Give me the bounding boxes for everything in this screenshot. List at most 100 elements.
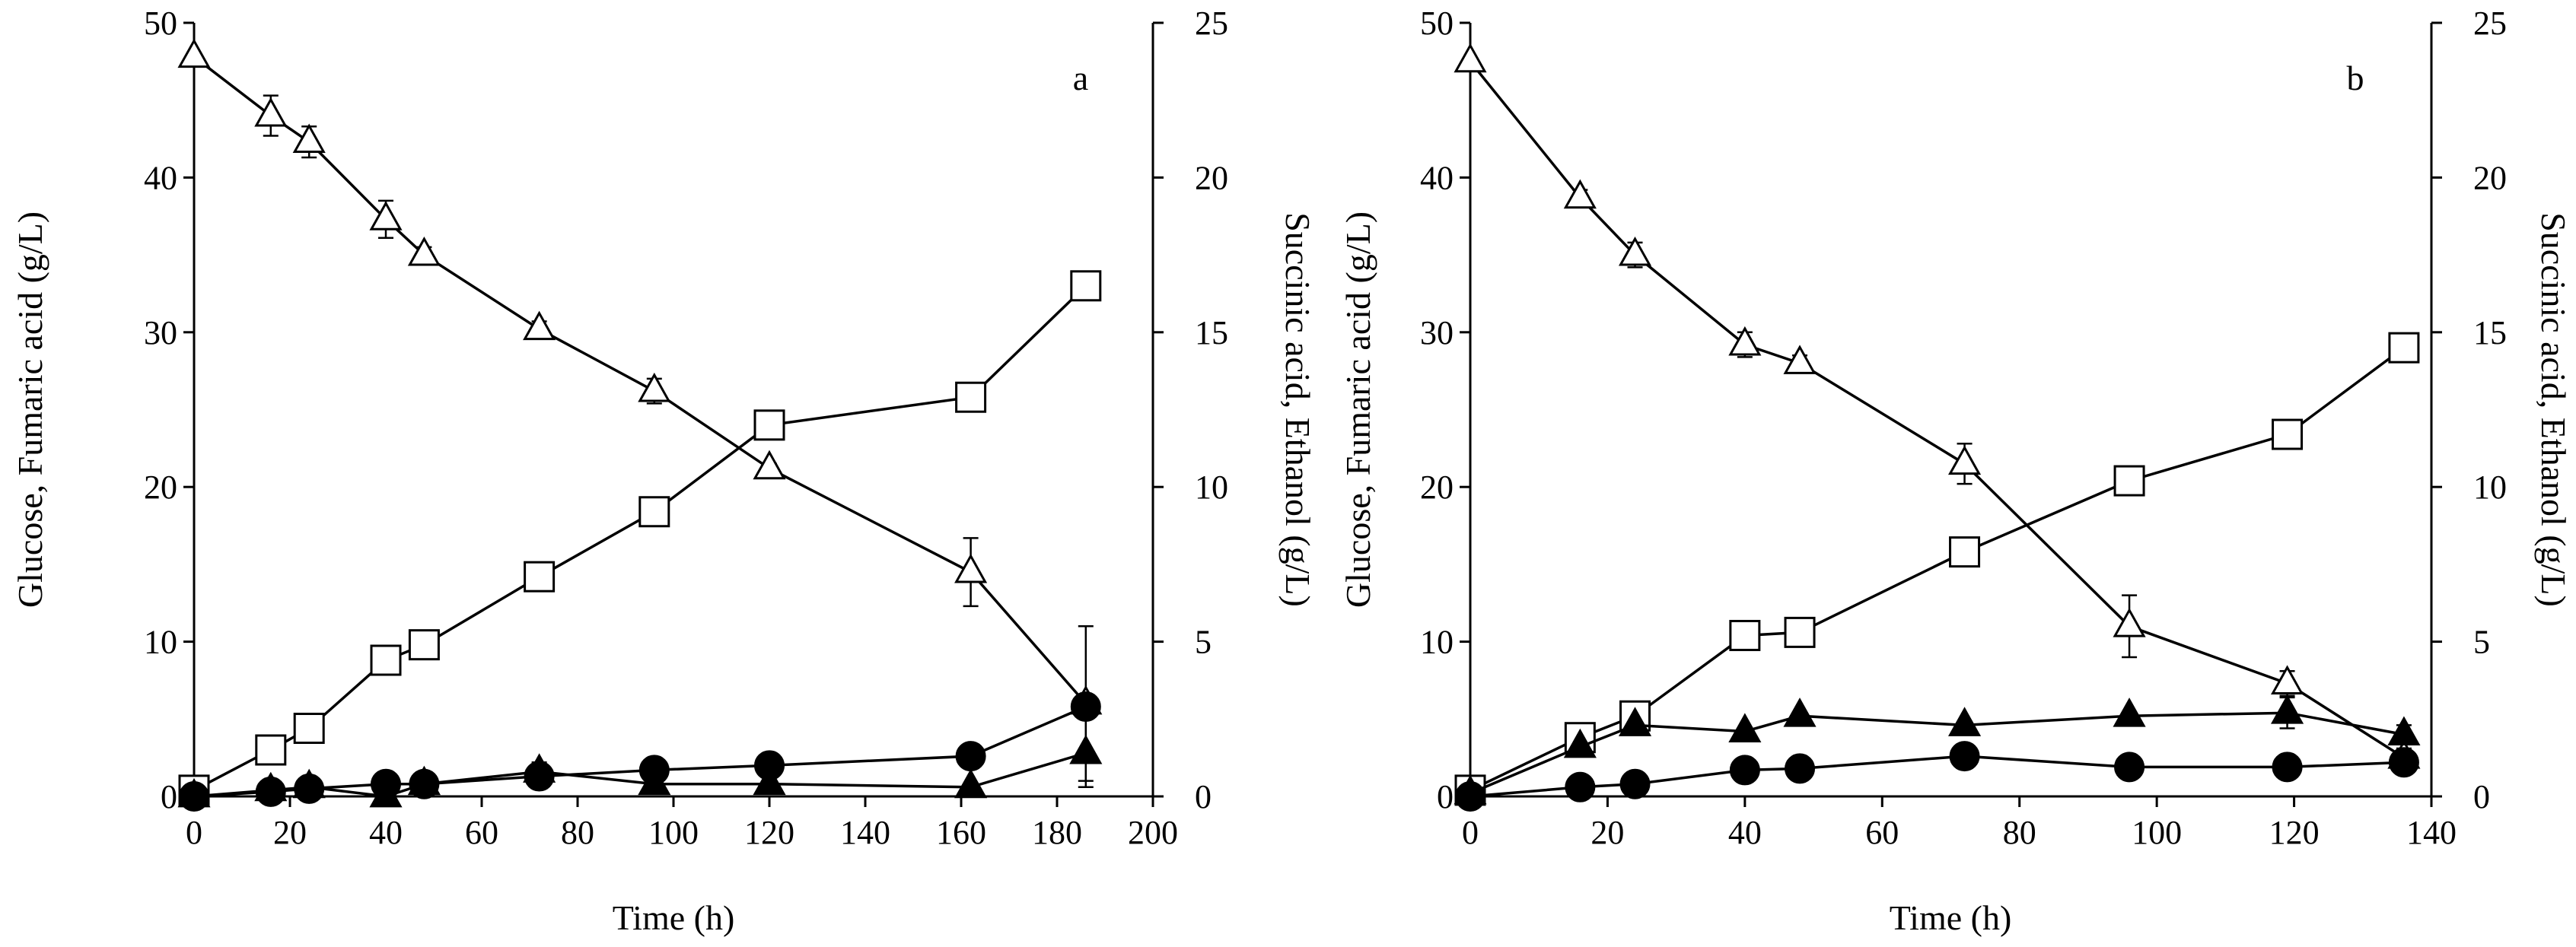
fumaric-acid-point — [1729, 755, 1760, 786]
x-axis-label: Time (h) — [613, 898, 735, 937]
glucose-point — [1618, 236, 1652, 266]
ethanol-point — [1728, 713, 1762, 742]
ethanol-point — [1069, 734, 1103, 764]
succinic-acid-point — [293, 713, 325, 745]
glucose-point — [1563, 179, 1597, 209]
x-tick-label: 0 — [186, 814, 202, 851]
x-tick-label: 100 — [648, 814, 699, 851]
succinic-acid-point — [955, 381, 987, 413]
series-line-glucose — [1469, 60, 2405, 759]
fumaric-acid-point — [1949, 741, 1980, 772]
y-right-tick-label: 20 — [2473, 159, 2507, 196]
succinic-acid-point — [370, 644, 402, 676]
glucose-point — [407, 236, 441, 266]
glucose-point — [369, 201, 403, 230]
succinic-acid-point — [638, 496, 670, 528]
glucose-point — [1947, 445, 1982, 475]
succinic-acid-point — [2272, 418, 2304, 450]
succinic-acid-point — [1949, 536, 1981, 568]
x-tick-label: 120 — [744, 814, 794, 851]
series-line-fumaric-acid — [1469, 755, 2404, 798]
succinic-acid-point — [255, 734, 287, 766]
ethanol-point — [753, 765, 786, 796]
fumaric-acid-point — [2388, 747, 2419, 778]
series-line-glucose — [193, 56, 1087, 705]
succinic-acid-point — [524, 561, 556, 593]
glucose-point — [254, 97, 288, 127]
panel-letter: b — [2347, 59, 2364, 97]
panel-b: 0 20 40 60 80 100 120 140 0 10 20 30 40 50 0 5 10 15 20 25 T… — [1339, 5, 2573, 937]
y-left-tick-label: 20 — [1420, 469, 1454, 506]
x-tick-label: 160 — [936, 814, 986, 851]
glucose-point — [1783, 345, 1817, 374]
x-tick-label: 200 — [1128, 814, 1178, 851]
x-tick-label: 60 — [465, 814, 498, 851]
ethanol-point — [407, 765, 441, 796]
succinic-acid-point — [1784, 616, 1816, 648]
x-tick-label: 0 — [1462, 814, 1479, 851]
y-right-tick-label: 15 — [2473, 314, 2507, 351]
glucose-point — [1728, 326, 1762, 356]
y-left-tick-label: 0 — [1437, 778, 1454, 815]
ethanol-point — [954, 768, 988, 799]
glucose-point — [292, 123, 326, 154]
fumaric-acid-point — [1785, 753, 1816, 784]
glucose-point — [638, 372, 671, 402]
series-line-ethanol — [193, 752, 1087, 798]
y-axis-left-label: Glucose, Fumaric acid (g/L) — [11, 211, 49, 608]
x-tick-label: 40 — [1728, 814, 1762, 851]
y-left-tick-label: 20 — [144, 469, 177, 506]
glucose-point — [753, 450, 786, 480]
succinic-acid-point — [2113, 465, 2145, 497]
y-right-tick-label: 15 — [1195, 314, 1228, 351]
x-axis-label: Time (h) — [1890, 898, 2012, 937]
x-tick-label: 20 — [1590, 814, 1624, 851]
succinic-acid-point — [2388, 332, 2420, 364]
ethanol-point — [523, 753, 556, 783]
y-left-tick-label: 10 — [1420, 624, 1454, 661]
ethanol-point — [1783, 698, 1817, 727]
x-tick-label: 40 — [369, 814, 403, 851]
ethanol-point — [2113, 698, 2146, 727]
fumaric-acid-point — [955, 741, 986, 772]
ethanol-point — [2270, 694, 2304, 724]
y-axis-left-label: Glucose, Fumaric acid (g/L) — [1339, 211, 1377, 608]
series-line-fumaric-acid — [193, 705, 1087, 798]
x-tick-label: 80 — [561, 814, 594, 851]
y-right-tick-label: 5 — [2473, 624, 2490, 661]
y-right-tick-label: 10 — [2473, 469, 2507, 506]
x-tick-label: 80 — [2003, 814, 2036, 851]
y-left-tick-label: 50 — [1420, 5, 1454, 42]
y-axis-right-label: Succinic acid, Ethanol (g/L) — [2534, 212, 2573, 607]
x-tick-label: 60 — [1865, 814, 1899, 851]
y-right-tick-label: 25 — [1195, 5, 1228, 42]
series-line-succinic-acid — [193, 284, 1087, 792]
x-tick-label: 100 — [2132, 814, 2182, 851]
x-tick-label: 140 — [840, 814, 890, 851]
glucose-point — [523, 310, 556, 341]
ethanol-point — [254, 771, 288, 802]
panel-a: 0 20 40 60 80 100 120 140 160 180 200 0 10 20 30 40 50 0 5… — [11, 5, 1317, 937]
y-left-tick-label: 10 — [144, 624, 177, 661]
fumaric-acid-point — [1565, 771, 1596, 802]
glucose-point — [2113, 608, 2146, 637]
fumaric-acid-point — [1070, 691, 1101, 723]
fumaric-acid-point — [2114, 752, 2145, 783]
succinic-acid-point — [1070, 270, 1102, 302]
ethanol-point — [1947, 707, 1982, 736]
succinic-acid-point — [1729, 619, 1761, 651]
y-left-tick-label: 40 — [1420, 159, 1454, 196]
glucose-point — [2270, 665, 2304, 694]
ethanol-point — [1454, 774, 1487, 805]
fumaric-acid-point — [2272, 752, 2303, 783]
ethanol-point — [1563, 728, 1597, 758]
y-axis-right-label: Succinic acid, Ethanol (g/L) — [1278, 212, 1317, 607]
succinic-acid-point — [408, 629, 440, 661]
fumaric-acid-point — [1619, 768, 1651, 799]
y-right-tick-label: 0 — [2473, 778, 2490, 815]
glucose-point — [954, 553, 988, 583]
y-right-tick-label: 25 — [2473, 5, 2507, 42]
y-right-tick-label: 5 — [1195, 624, 1212, 661]
panel-letter: a — [1073, 59, 1088, 97]
